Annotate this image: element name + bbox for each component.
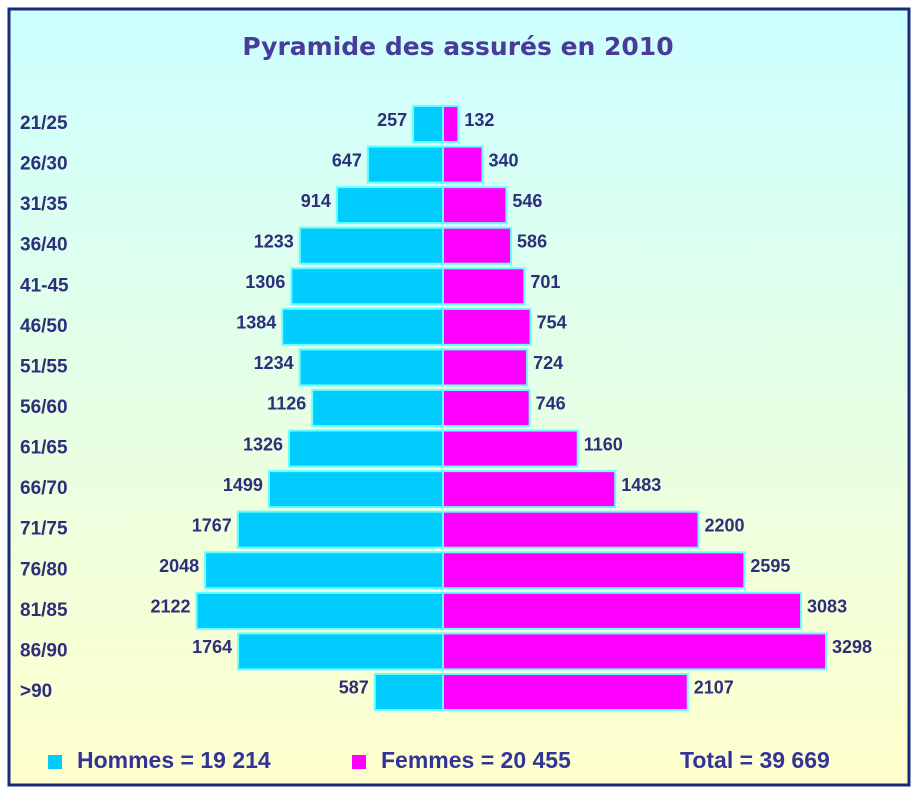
y-tick-label: 76/80 xyxy=(20,559,68,580)
bar xyxy=(442,632,827,671)
y-tick-label: 51/55 xyxy=(20,356,68,377)
data-label: 2107 xyxy=(694,678,734,698)
data-label: 3298 xyxy=(832,637,872,657)
data-label: 3083 xyxy=(807,597,847,617)
data-label: 1767 xyxy=(192,515,232,535)
data-label: 2200 xyxy=(704,515,744,535)
bar xyxy=(281,307,444,346)
bar xyxy=(442,672,689,711)
bar xyxy=(335,186,444,225)
bar xyxy=(442,307,532,346)
y-tick-label: 81/85 xyxy=(20,600,68,621)
bar xyxy=(442,591,803,630)
data-label: 1499 xyxy=(223,475,263,495)
data-label: 701 xyxy=(530,272,560,292)
y-tick-label: 46/50 xyxy=(20,316,68,337)
y-tick-label: 41-45 xyxy=(20,275,69,296)
y-tick-label: 61/65 xyxy=(20,438,68,459)
y-tick-label: 26/30 xyxy=(20,154,68,175)
bar xyxy=(442,510,700,549)
data-label: 1483 xyxy=(621,475,661,495)
bar xyxy=(237,632,444,671)
y-tick-label: >90 xyxy=(20,681,52,702)
bar xyxy=(204,551,444,590)
legend-label: Hommes = 19 214 xyxy=(77,747,271,773)
bar xyxy=(298,348,444,387)
y-tick-label: 71/75 xyxy=(20,519,68,540)
data-label: 586 xyxy=(517,231,547,251)
bar xyxy=(366,145,444,184)
data-label: 746 xyxy=(536,394,566,414)
bar xyxy=(442,105,460,143)
data-label: 1160 xyxy=(584,434,623,454)
y-tick-label: 31/35 xyxy=(20,194,68,215)
bar xyxy=(267,470,444,509)
data-label: 1233 xyxy=(254,231,294,251)
data-label: 2048 xyxy=(159,556,199,576)
legend-label: Femmes = 20 455 xyxy=(381,747,571,773)
bar xyxy=(236,510,444,549)
bar xyxy=(442,267,526,306)
y-tick-label: 56/60 xyxy=(20,397,68,418)
data-label: 257 xyxy=(377,110,407,130)
data-label: 1764 xyxy=(192,637,232,657)
y-tick-label: 66/70 xyxy=(20,478,68,499)
data-label: 1384 xyxy=(236,313,276,333)
annotation: Total = 39 669 xyxy=(680,747,830,773)
bar xyxy=(442,470,617,509)
bar xyxy=(195,591,444,630)
data-label: 1234 xyxy=(254,353,294,373)
bar xyxy=(442,186,508,225)
data-label: 724 xyxy=(533,353,563,373)
data-label: 2122 xyxy=(151,597,191,617)
data-label: 1126 xyxy=(267,394,306,414)
bar xyxy=(442,429,579,468)
data-label: 1326 xyxy=(243,434,283,454)
y-tick-label: 86/90 xyxy=(20,640,68,661)
legend-swatch xyxy=(352,755,366,769)
data-label: 546 xyxy=(512,191,542,211)
bar xyxy=(290,267,444,306)
bar xyxy=(412,105,444,143)
data-label: 132 xyxy=(464,110,494,130)
bar xyxy=(442,226,513,265)
bar xyxy=(442,388,531,427)
bar xyxy=(311,388,444,427)
data-label: 914 xyxy=(301,191,331,211)
data-label: 1306 xyxy=(245,272,285,292)
data-label: 754 xyxy=(537,313,567,333)
bar xyxy=(288,429,444,468)
legend-swatch xyxy=(48,755,62,769)
data-label: 587 xyxy=(339,678,369,698)
bar xyxy=(298,226,444,265)
bar xyxy=(442,348,529,387)
y-tick-label: 36/40 xyxy=(20,235,68,256)
bar xyxy=(442,145,484,184)
bar xyxy=(442,551,746,590)
data-label: 647 xyxy=(332,150,362,170)
chart-title: Pyramide des assurés en 2010 xyxy=(242,32,673,61)
data-label: 340 xyxy=(488,150,518,170)
data-label: 2595 xyxy=(750,556,790,576)
y-tick-label: 21/25 xyxy=(20,113,68,134)
bar xyxy=(373,672,445,711)
